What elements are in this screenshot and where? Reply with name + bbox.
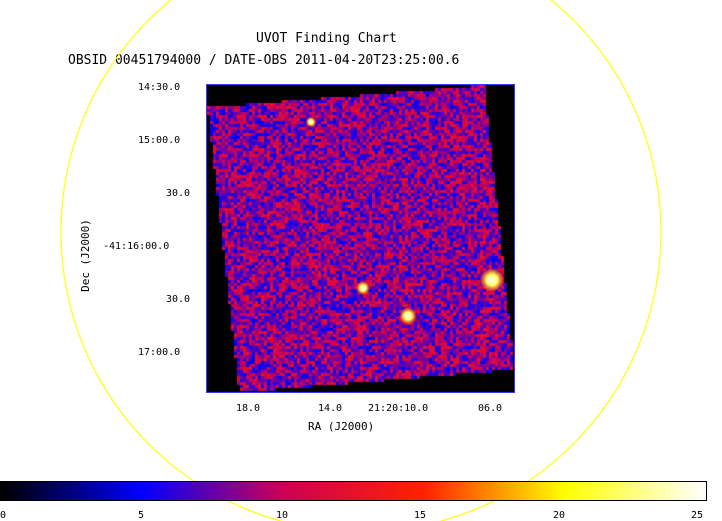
colorbar [0,481,707,501]
y-axis-label: Dec (J2000) [78,219,92,292]
colorbar-tick-label: 0 [0,510,7,521]
chart-subtitle: OBSID 00451794000 / DATE-OBS 2011-04-20T… [68,53,460,68]
sky-image-canvas [207,85,514,392]
region-circle [60,0,662,521]
colorbar-tick-label: 15 [414,510,427,521]
x-tick-label: 06.0 [478,403,503,414]
y-tick-label: 15:00.0 [138,135,181,146]
x-tick-label: 14.0 [318,403,343,414]
sky-image[interactable] [206,84,515,393]
chart-title: UVOT Finding Chart [256,31,397,46]
y-tick-label: 14:30.0 [138,82,181,93]
x-axis-label: RA (J2000) [308,420,375,433]
x-tick-label: 18.0 [236,403,261,414]
y-tick-label: 30.0 [166,294,191,305]
colorbar-tick-label: 5 [138,510,145,521]
colorbar-tick-label: 20 [553,510,566,521]
y-tick-label: 17:00.0 [138,347,181,358]
y-tick-label: -41:16:00.0 [103,241,170,252]
x-tick-label: 21:20:10.0 [368,403,429,414]
colorbar-tick-label: 25 [691,510,704,521]
y-tick-label: 30.0 [166,188,191,199]
colorbar-tick-label: 10 [276,510,289,521]
